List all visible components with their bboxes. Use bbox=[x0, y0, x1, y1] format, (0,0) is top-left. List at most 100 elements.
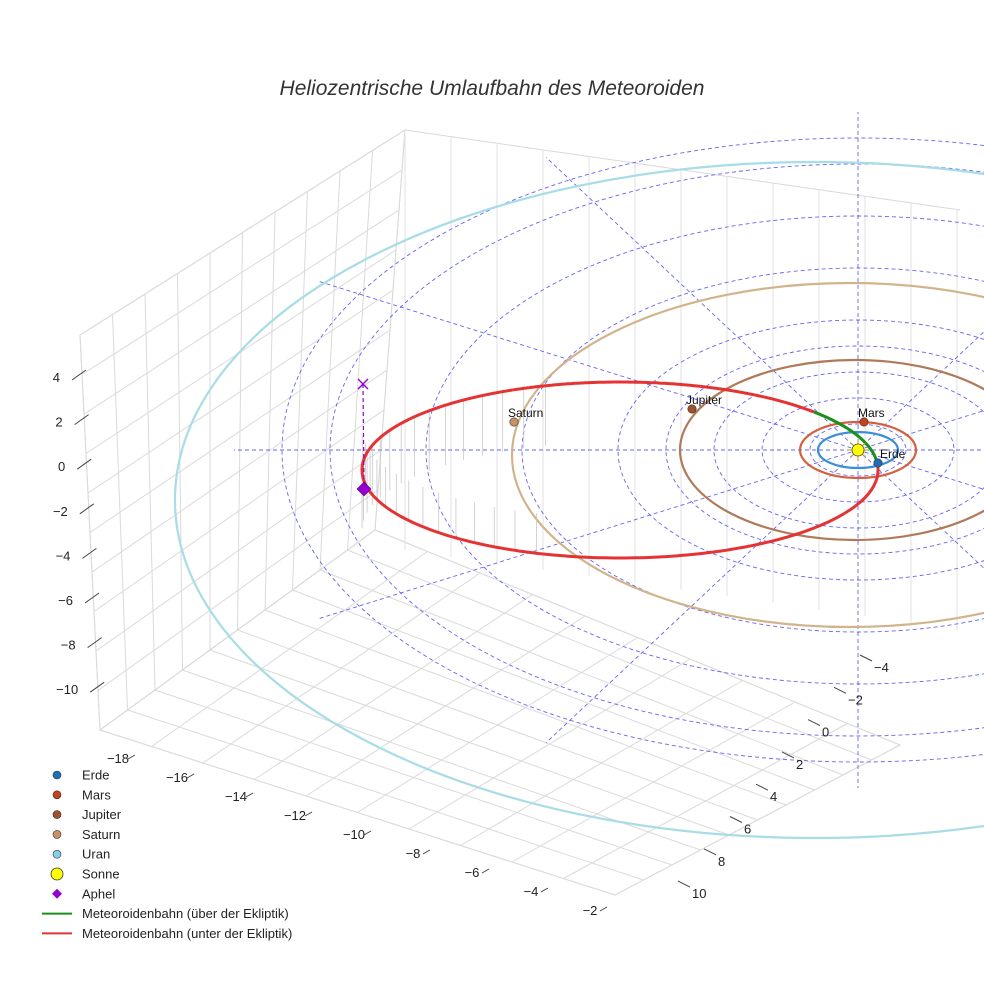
ecliptic-grid bbox=[234, 112, 984, 788]
legend-marker bbox=[52, 888, 62, 899]
grid-line bbox=[563, 723, 848, 879]
meteoroid-above-ecliptic bbox=[813, 410, 879, 464]
legend-entry: Aphel bbox=[52, 886, 115, 901]
y-tick-mark bbox=[677, 880, 691, 888]
orbit-mars bbox=[798, 420, 918, 480]
x-tick-mark bbox=[599, 906, 608, 912]
x-tick-label: −12 bbox=[284, 808, 306, 823]
grid-line bbox=[292, 191, 308, 591]
grid-line bbox=[511, 701, 796, 863]
legend-label: Mars bbox=[82, 787, 111, 802]
chart-title: Heliozentrische Umlaufbahn des Meteoroid… bbox=[280, 77, 705, 100]
grid-line bbox=[319, 569, 844, 776]
y-tick-label: 4 bbox=[770, 789, 777, 804]
grid-line bbox=[93, 409, 385, 612]
y-tick-mark bbox=[729, 816, 743, 823]
ecliptic-grid-spoke bbox=[857, 331, 984, 451]
x-tick-label: −10 bbox=[343, 827, 365, 842]
z-tick-label: 2 bbox=[55, 415, 62, 430]
grid-line bbox=[95, 449, 382, 652]
legend-label: Erde bbox=[82, 768, 109, 783]
x-tick-mark bbox=[127, 754, 136, 760]
x-tick-label: −4 bbox=[524, 884, 539, 899]
meteoroid-orbit bbox=[360, 380, 880, 560]
x-tick-mark bbox=[540, 887, 549, 893]
axis-panes bbox=[79, 129, 961, 896]
x-tick-mark bbox=[186, 773, 195, 779]
legend-marker bbox=[52, 810, 62, 819]
x-tick-mark bbox=[422, 849, 431, 855]
x-tick-label: −14 bbox=[225, 789, 247, 804]
y-tick-label: 8 bbox=[718, 854, 725, 869]
legend-label: Saturn bbox=[82, 827, 120, 842]
legend-label: Meteoroidenbahn (unter der Ekliptik) bbox=[82, 926, 292, 941]
grid-line bbox=[374, 529, 901, 746]
ecliptic-grid-circle bbox=[329, 163, 984, 737]
legend-label: Aphel bbox=[82, 886, 115, 901]
sun-ray bbox=[861, 453, 866, 458]
z-tick-label: −6 bbox=[58, 593, 73, 608]
sun-ray bbox=[850, 453, 855, 458]
x-tick-label: −8 bbox=[406, 846, 421, 861]
grid-line bbox=[91, 369, 388, 573]
orbit-erde bbox=[816, 430, 900, 470]
meteoroid-below-ecliptic bbox=[360, 388, 513, 470]
x-tick-label: −18 bbox=[107, 751, 129, 766]
ecliptic-grid-spoke bbox=[545, 449, 859, 744]
z-tick-label: −2 bbox=[53, 504, 68, 519]
sun-marker bbox=[851, 443, 865, 457]
planet-label-jupiter: Jupiter bbox=[686, 393, 722, 407]
y-tick-mark bbox=[859, 654, 873, 662]
y-tick-mark bbox=[807, 719, 821, 727]
ecliptic-grid-spoke bbox=[317, 449, 859, 620]
x-tick-mark bbox=[304, 811, 313, 817]
x-tick-mark bbox=[363, 830, 372, 836]
y-tick-label: 6 bbox=[744, 822, 751, 837]
z-tick-mark bbox=[82, 547, 97, 559]
x-tick-mark bbox=[245, 792, 254, 798]
planet-saturn bbox=[509, 417, 519, 427]
legend-marker bbox=[52, 790, 62, 800]
meteoroid-below-ecliptic bbox=[512, 380, 815, 414]
legend-entry: Meteoroidenbahn (über der Ekliptik) bbox=[42, 906, 289, 921]
planet-jupiter bbox=[687, 404, 697, 414]
grid-line bbox=[460, 680, 743, 846]
grid-line bbox=[347, 549, 872, 761]
sun-ray bbox=[850, 442, 855, 447]
z-tick-label: 0 bbox=[58, 459, 65, 474]
markers: Erde Mars Jupiter Saturn bbox=[356, 378, 906, 497]
legend-entry: Erde bbox=[52, 768, 109, 783]
planet-orbits bbox=[174, 161, 984, 839]
y-tick-label: 2 bbox=[796, 757, 803, 772]
grid-line bbox=[264, 211, 276, 611]
z-tick-label: −10 bbox=[56, 682, 78, 697]
y-tick-label: −2 bbox=[848, 692, 863, 707]
grid-line bbox=[319, 170, 341, 571]
aphel-cross-marker bbox=[357, 378, 369, 390]
y-tick-label: −4 bbox=[874, 660, 889, 675]
x-tick-label: −2 bbox=[583, 903, 598, 918]
aphel-drop-line bbox=[362, 383, 365, 490]
meteoroid-below-ecliptic bbox=[360, 462, 880, 560]
legend-label: Uran bbox=[82, 847, 110, 862]
ecliptic-grid-spoke bbox=[317, 280, 859, 451]
y-tick-label: 0 bbox=[822, 725, 829, 740]
z-tick-label: −4 bbox=[56, 548, 71, 563]
grid-line bbox=[408, 658, 691, 830]
planet-erde bbox=[873, 458, 883, 468]
y-tick-mark bbox=[755, 783, 769, 791]
planet-mars bbox=[859, 417, 869, 427]
y-tick-label: 10 bbox=[692, 886, 706, 901]
y-tick-mark bbox=[703, 848, 717, 856]
grid-line bbox=[347, 150, 373, 551]
ecliptic-grid-circle bbox=[761, 397, 955, 503]
x-tick-mark bbox=[481, 868, 490, 874]
z-tick-mark bbox=[84, 592, 100, 604]
y-tick-mark bbox=[833, 686, 847, 694]
orbit-jupiter bbox=[678, 358, 984, 542]
aphel-marker bbox=[356, 481, 372, 497]
legend-entry: Uran bbox=[52, 847, 110, 862]
z-tick-label: −8 bbox=[61, 638, 76, 653]
ecliptic-grid-spoke bbox=[857, 449, 984, 490]
